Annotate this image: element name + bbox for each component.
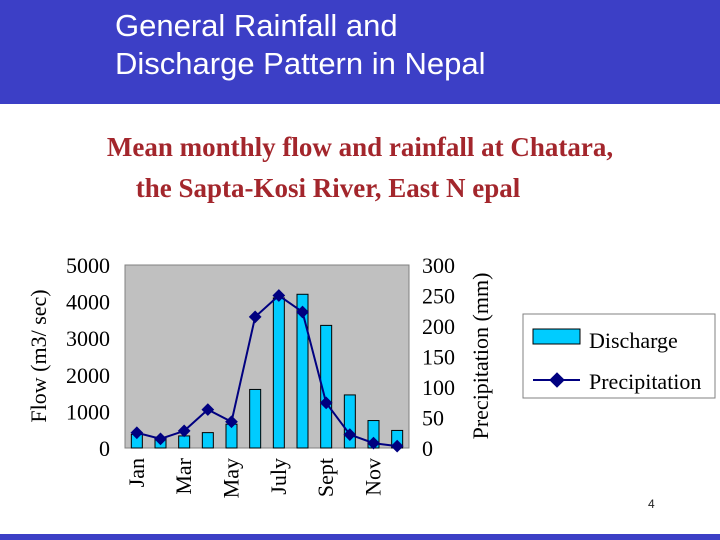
x-tick-label-july: July (266, 458, 291, 495)
right-tick-label: 50 (422, 406, 444, 431)
left-tick-label: 5000 (66, 253, 110, 278)
left-tick-label: 3000 (66, 326, 110, 351)
chart-title: Mean monthly flow and rainfall at Chatar… (0, 127, 720, 209)
discharge-bar-sept (320, 324, 333, 449)
precipitation-point-nov (367, 436, 380, 450)
discharge-bar-oct (343, 394, 356, 449)
plot-area (124, 264, 410, 449)
x-tick-label-mar: Mar (171, 457, 196, 494)
right-tick-label: 150 (422, 345, 455, 370)
x-tick-label-sept: Sept (313, 458, 338, 497)
left-tick-label: 4000 (66, 290, 110, 315)
precipitation-point-apr (201, 403, 215, 416)
slide-title: General Rainfall and Discharge Pattern i… (115, 7, 485, 83)
precipitation-point-dec (390, 439, 404, 453)
x-tick-label-nov: Nov (361, 458, 386, 496)
legend-precipitation-label: Precipitation (589, 369, 701, 394)
right-tick-label: 250 (422, 284, 455, 309)
right-tick-label: 100 (422, 375, 455, 400)
slide-title-line-2: Discharge Pattern in Nepal (115, 46, 486, 81)
precipitation-point-aug (296, 305, 309, 319)
legend-discharge-label: Discharge (589, 328, 678, 353)
precipitation-point-sept (319, 396, 333, 410)
legend-discharge-swatch (532, 328, 581, 345)
right-tick-label: 200 (422, 314, 455, 339)
chart-title-line-1: Mean monthly flow and rainfall at Chatar… (106, 132, 614, 162)
right-axis-ticks: 0 50 100 150 200 250 300 (422, 253, 455, 461)
discharge-bar-july (272, 297, 285, 449)
left-axis-ticks: 0 1000 2000 3000 4000 5000 (66, 253, 110, 461)
left-tick-label: 1000 (66, 399, 110, 424)
x-tick-label-may: May (219, 458, 244, 498)
discharge-bar-mar (178, 435, 191, 449)
discharge-precipitation-chart: 0 1000 2000 3000 4000 5000 0 50 100 150 200 250 300… (26, 253, 716, 498)
discharge-bar-aug (296, 293, 309, 449)
precipitation-point-mar (177, 424, 191, 438)
discharge-bar-apr (201, 432, 214, 449)
precipitation-series (130, 289, 404, 453)
precipitation-point-june (248, 310, 262, 324)
precipitation-point-feb (154, 432, 167, 446)
title-bar (0, 0, 720, 104)
precipitation-point-may (225, 415, 238, 429)
left-tick-label: 2000 (66, 363, 110, 388)
chart-title-line-2: the Sapta-Kosi River, East N epal (135, 173, 521, 203)
right-tick-label: 0 (422, 436, 433, 461)
precipitation-point-oct (343, 428, 357, 441)
legend: Discharge Precipitation (522, 313, 716, 399)
precipitation-point-july (272, 289, 286, 302)
right-tick-label: 300 (422, 253, 455, 278)
right-axis-title: Precipitation (mm) (468, 273, 493, 440)
x-tick-label-jan: Jan (124, 458, 149, 487)
slide-title-line-1: General Rainfall and (115, 8, 398, 43)
page-number: 4 (648, 497, 655, 511)
precipitation-point-jan (130, 426, 144, 440)
discharge-bar-june (249, 388, 262, 449)
bottom-bar (0, 534, 720, 540)
left-axis-title: Flow (m3/ sec) (26, 289, 51, 422)
x-axis-ticks: Jan Mar May July Sept Nov (124, 457, 386, 498)
left-tick-label: 0 (99, 436, 110, 461)
